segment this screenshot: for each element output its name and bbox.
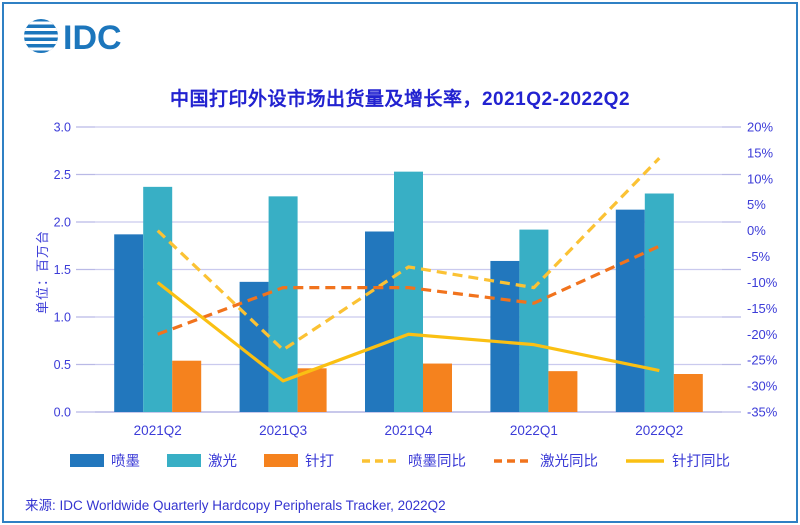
bar-激光-2022Q2: [644, 193, 674, 412]
x-axis-label: 2022Q1: [510, 423, 558, 438]
line-激光同比: [157, 244, 660, 336]
right-axis-tick-label: 20%: [747, 120, 773, 135]
right-axis-tick-label: 5%: [747, 197, 766, 212]
bar-喷墨-2021Q4: [365, 231, 394, 412]
legend-item-inkjet: 喷墨: [70, 450, 140, 471]
right-axis-tick-label: -5%: [747, 249, 771, 264]
bar-激光-2021Q2: [143, 186, 173, 412]
left-axis-tick-label: 1.0: [54, 311, 71, 325]
right-axis-tick-label: -25%: [747, 353, 778, 368]
legend-item-laser: 激光: [167, 450, 237, 471]
bar-喷墨-2022Q1: [490, 260, 520, 412]
legend-swatch-inkjet-yoy-dashed-line: [362, 458, 400, 463]
bar-针打-2021Q4: [423, 363, 452, 412]
x-axis-label: 2021Q3: [259, 423, 307, 438]
bar-激光-2022Q1: [519, 229, 549, 412]
bar-激光-2021Q4: [394, 171, 423, 412]
left-axis-tick-label: 1.5: [54, 263, 71, 277]
legend-item-dotmatrix: 针打: [264, 450, 334, 471]
legend-label-inkjet-yoy: 喷墨同比: [408, 454, 466, 470]
legend-label-inkjet: 喷墨: [111, 454, 140, 470]
legend-swatch-dotmatrix-yoy-solid-line: [626, 458, 664, 463]
left-axis-tick-label: 2.0: [54, 216, 71, 230]
bar-喷墨-2022Q2: [615, 209, 645, 412]
legend-label-dotmatrix: 针打: [305, 454, 334, 470]
right-axis-tick-label: -10%: [747, 275, 778, 290]
bar-针打-2022Q2: [673, 374, 703, 412]
idc-globe-icon: [24, 19, 58, 53]
left-axis-tick-label: 0.0: [54, 406, 71, 420]
left-axis-tick-label: 3.0: [54, 121, 71, 135]
bar-喷墨-2021Q3: [239, 281, 269, 412]
chart-legend: 喷墨 激光 针打 喷墨同比 激光同比 针打同比: [20, 450, 780, 471]
legend-swatch-laser: [167, 454, 201, 467]
right-axis-tick-label: 0%: [747, 223, 766, 238]
legend-swatch-laser-yoy-dashed-line: [494, 458, 532, 463]
x-axis-label: 2022Q2: [635, 423, 683, 438]
left-axis-tick-label: 0.5: [54, 358, 71, 372]
line-喷墨同比: [156, 156, 661, 352]
chart-title: 中国打印外设市场出货量及增长率，2021Q2-2022Q2: [169, 89, 631, 110]
bar-针打-2021Q3: [297, 368, 327, 412]
x-axis-label: 2021Q2: [134, 423, 182, 438]
idc-logo: IDC: [24, 19, 122, 56]
idc-logo-text: IDC: [63, 19, 122, 56]
legend-item-laser-yoy: 激光同比: [493, 450, 598, 471]
right-axis-tick-label: -15%: [747, 301, 778, 316]
bar-针打-2021Q2: [172, 360, 202, 412]
x-axis-label: 2021Q4: [384, 423, 433, 438]
bar-喷墨-2021Q2: [114, 234, 144, 412]
line-针打同比: [156, 281, 660, 383]
legend-label-laser-yoy: 激光同比: [540, 454, 598, 470]
legend-item-dotmatrix-yoy: 针打同比: [625, 450, 730, 471]
right-axis-tick-label: 10%: [747, 171, 773, 186]
legend-swatch-dotmatrix: [264, 454, 298, 467]
legend-label-laser: 激光: [208, 454, 237, 470]
source-note: 来源: IDC Worldwide Quarterly Hardcopy Per…: [25, 498, 446, 513]
legend-label-dotmatrix-yoy: 针打同比: [672, 454, 730, 470]
right-axis-tick-label: -20%: [747, 327, 778, 342]
right-axis-tick-label: 15%: [747, 145, 773, 160]
right-axis-tick-label: -35%: [747, 405, 778, 420]
bar-针打-2022Q1: [548, 371, 578, 412]
legend-item-inkjet-yoy: 喷墨同比: [361, 450, 466, 471]
right-axis-tick-label: -30%: [747, 379, 778, 394]
legend-swatch-inkjet: [70, 454, 104, 467]
left-axis-tick-label: 2.5: [54, 168, 71, 182]
chart-canvas: 0.0 0.5 1.0 1.5 2.0 2.5 3.0 -35% -30% -25% -20% -15…: [54, 120, 778, 439]
